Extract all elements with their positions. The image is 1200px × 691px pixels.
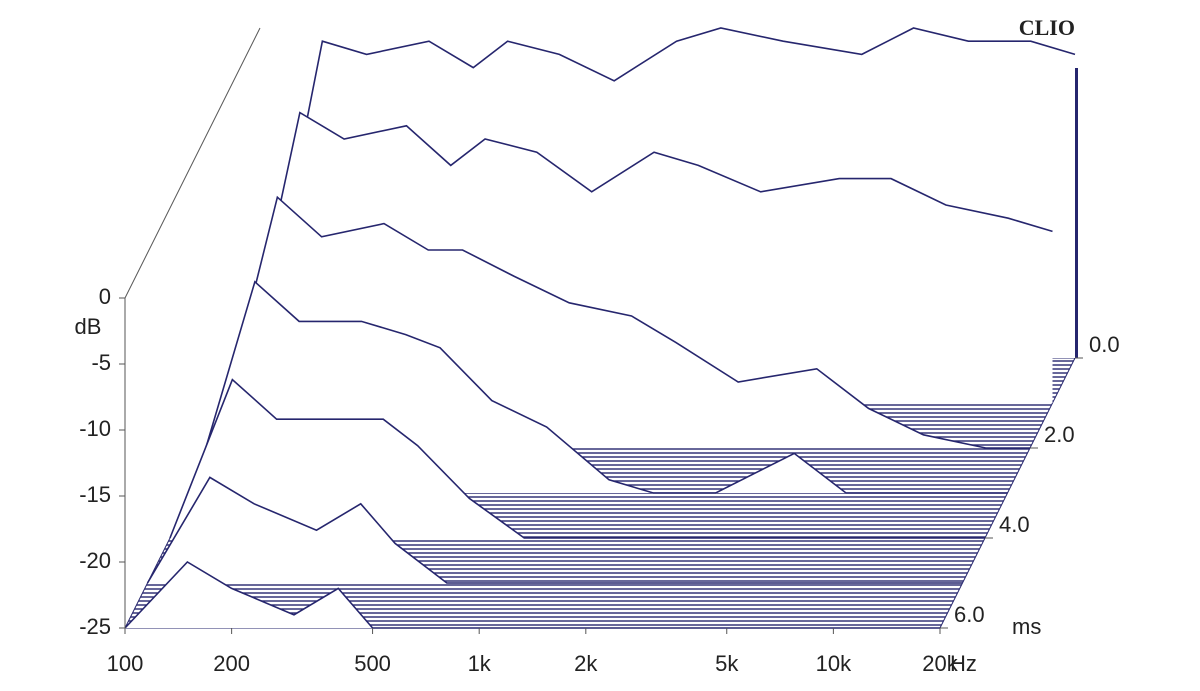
z-tick-label: 2.0 xyxy=(1044,422,1075,447)
y-tick-label: -25 xyxy=(79,614,111,639)
x-tick-label: 200 xyxy=(213,651,250,676)
x-tick-label: 10k xyxy=(816,651,852,676)
decay-curve xyxy=(169,378,985,539)
slice-fill xyxy=(147,477,963,583)
decay-curve xyxy=(191,280,1008,494)
z-tick-label: 4.0 xyxy=(999,512,1030,537)
y-tick-label: -5 xyxy=(91,350,111,375)
x-tick-label: 1k xyxy=(468,651,492,676)
decay-curve xyxy=(214,195,1030,449)
x-tick-label: 500 xyxy=(354,651,391,676)
decay-curve xyxy=(146,476,963,584)
x-tick-label: 2k xyxy=(574,651,598,676)
y-tick-label: 0 xyxy=(99,284,111,309)
z-tick-label: 0.0 xyxy=(1089,332,1120,357)
x-tick-label: 100 xyxy=(107,651,144,676)
slice-fill xyxy=(125,562,940,628)
z-unit: ms xyxy=(1012,614,1041,639)
brand: CLIO xyxy=(1019,15,1075,40)
y-tick-label: -20 xyxy=(79,548,111,573)
axis-edge xyxy=(124,27,261,299)
z-tick-label: 6.0 xyxy=(954,602,985,627)
decay-curve xyxy=(259,27,1076,359)
decay-curve xyxy=(236,111,1053,404)
decay-curve xyxy=(124,560,940,629)
x-tick-label: 5k xyxy=(715,651,739,676)
x-unit: Hz xyxy=(950,651,977,676)
plot: 0 -5 -10 -15 -20 -25 100 200 500 1k 2k 5k 10k 20k 0.0 2… xyxy=(79,27,1120,676)
y-label: dB xyxy=(75,314,102,339)
y-tick-label: -10 xyxy=(79,416,111,441)
x-tick-label: 20k xyxy=(922,651,958,676)
y-tick-label: -15 xyxy=(79,482,111,507)
